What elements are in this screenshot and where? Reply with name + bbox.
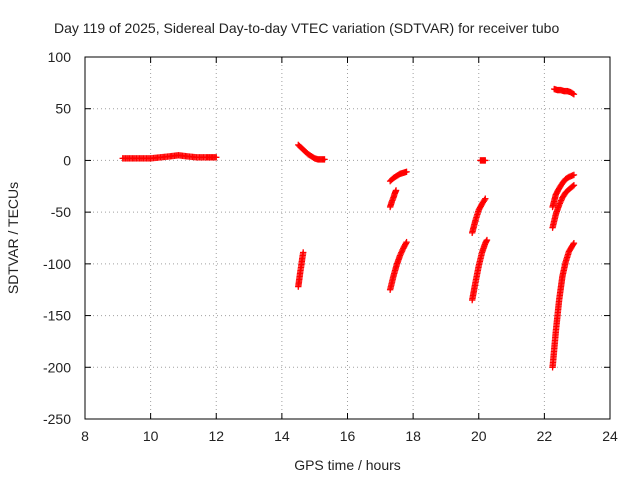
data-point [570,171,578,179]
data-point [398,249,405,256]
data-point [570,91,578,98]
series-arc-9h-12h [119,152,220,162]
y-tick-label: -100 [43,256,71,272]
y-tick-label: 100 [48,49,72,65]
chart-title: Day 119 of 2025, Sidereal Day-to-day VTE… [54,20,559,36]
data-point [557,198,564,206]
data-point [570,182,578,189]
series-arc-19.8h-lower [468,236,491,304]
data-point [555,201,563,209]
data-point [398,248,406,255]
data-point [213,154,220,161]
x-tick-label: 18 [405,428,421,444]
data-point [300,249,307,256]
data-point [392,187,400,194]
data-point [483,236,491,244]
data-point [396,252,404,259]
axes: 8 10 12 14 16 18 20 22 24 -250 -200 -150 -100 -50 0 50 1… [43,49,618,444]
y-tick-label: -50 [51,204,71,220]
series-arc-22.3h-top [551,85,578,98]
series-arc-22.3h-upper [549,171,578,211]
data-point [570,239,578,247]
data-points [119,85,578,371]
data-point [557,197,565,204]
x-tick-label: 24 [602,428,618,444]
series-arc-22.3h-mid [549,182,578,231]
series-arc-17.3h-lower [386,238,410,293]
series-arc-22.3h-lower [549,239,578,371]
x-tick-label: 14 [274,428,290,444]
x-tick-label: 22 [537,428,553,444]
data-point [403,168,410,176]
data-point [556,200,563,207]
data-point [402,240,410,247]
data-point [482,195,489,202]
series-arc-20.1h-flat [477,157,489,164]
series-arc-17.3h-upper [386,168,410,185]
data-point [569,90,577,97]
y-axis-label: SDTVAR / TECUs [5,182,21,294]
series-arc-14.5h-lower [295,249,307,290]
series-arc-17.3h-mid [386,187,400,211]
data-point [569,182,577,190]
data-point [570,241,577,248]
x-tick-label: 16 [340,428,356,444]
x-tick-label: 20 [471,428,487,444]
data-point [321,156,328,163]
y-tick-label: 50 [55,101,71,117]
data-point [481,196,488,204]
y-tick-label: 0 [63,152,71,168]
grid-lines [85,57,610,419]
x-tick-label: 8 [81,428,89,444]
y-tick-label: -200 [43,359,71,375]
data-point [403,238,410,246]
series-arc-19.8h-upper [468,195,489,237]
data-point [397,250,404,258]
y-tick-label: -150 [43,308,71,324]
series-arc-14.5h-upper [295,141,328,163]
x-tick-label: 10 [143,428,159,444]
data-point [482,157,489,164]
x-axis-label: GPS time / hours [294,457,401,473]
x-tick-label: 12 [208,428,224,444]
y-tick-label: -250 [43,411,71,427]
